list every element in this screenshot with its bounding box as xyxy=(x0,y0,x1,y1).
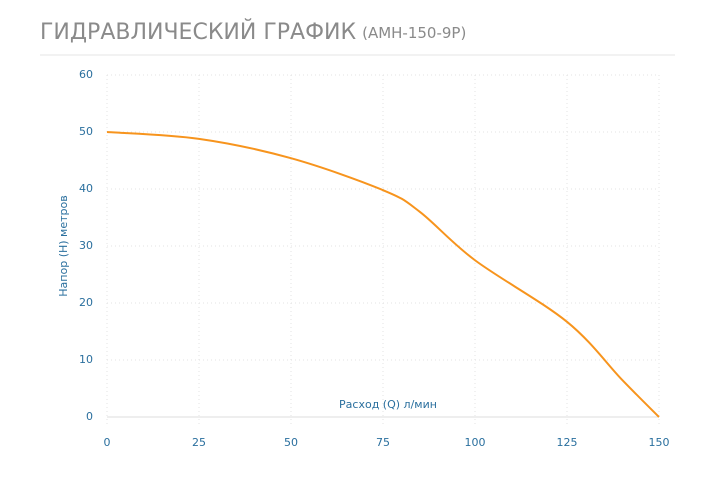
chart-title: ГИДРАВЛИЧЕСКИЙ ГРАФИК (АМН-150-9Р) xyxy=(40,19,466,45)
x-tick-label: 125 xyxy=(557,436,578,449)
x-tick-label: 0 xyxy=(104,436,111,449)
y-tick-label: 30 xyxy=(79,239,93,252)
y-tick-label: 10 xyxy=(79,353,93,366)
line xyxy=(106,131,660,418)
x-tick-label: 150 xyxy=(649,436,670,449)
title-text: ГИДРАВЛИЧЕСКИЙ ГРАФИК xyxy=(40,19,356,45)
y-tick-label: 0 xyxy=(86,410,93,423)
x-tick-label: 100 xyxy=(465,436,486,449)
y-tick-label: 50 xyxy=(79,125,93,138)
x-tick-label: 25 xyxy=(192,436,206,449)
y-tick-label: 40 xyxy=(79,182,93,195)
x-axis-title: Расход (Q) л/мин xyxy=(339,398,437,411)
y-tick-label: 60 xyxy=(79,68,93,81)
y-tick-label: 20 xyxy=(79,296,93,309)
subtitle-text: (АМН-150-9Р) xyxy=(362,24,466,42)
y-axis-title: Напор (H) метров xyxy=(57,195,70,296)
x-tick-label: 50 xyxy=(284,436,298,449)
x-tick-label: 75 xyxy=(376,436,390,449)
